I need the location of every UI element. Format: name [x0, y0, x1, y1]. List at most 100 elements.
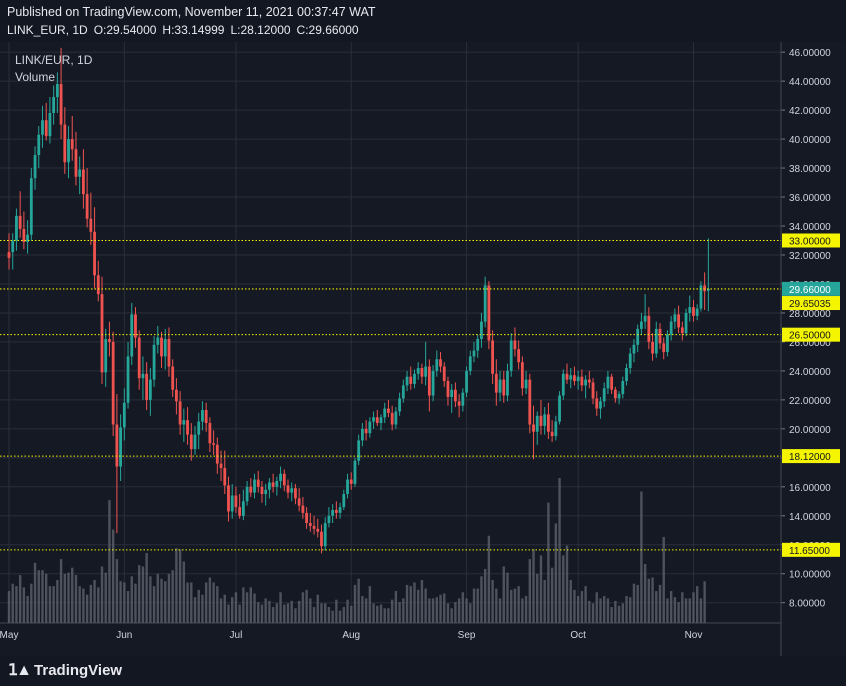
price-level-label: 18.12000	[789, 452, 831, 463]
candle-body	[528, 379, 532, 425]
volume-bar	[85, 594, 89, 623]
candle-body	[610, 376, 614, 390]
volume-bar	[647, 578, 651, 623]
candle-body	[476, 339, 480, 351]
price-level-label: 29.66000	[789, 285, 831, 296]
volume-bar	[439, 594, 442, 623]
candle-body	[346, 479, 349, 495]
candle-body	[331, 509, 335, 516]
volume-bar	[22, 587, 26, 623]
volume-bar	[491, 579, 494, 623]
y-tick-label: 42.00000	[789, 106, 831, 117]
candle-body	[44, 120, 48, 137]
candle-body	[189, 434, 193, 450]
volume-bar	[413, 582, 416, 623]
candle-body	[703, 285, 707, 292]
volume-bar	[264, 598, 267, 623]
volume-bar	[119, 581, 122, 623]
candle-body	[706, 288, 710, 291]
volume-bar	[688, 598, 691, 623]
y-tick-label: 44.00000	[789, 77, 831, 88]
volume-bar	[617, 605, 621, 623]
candle-body	[70, 139, 74, 150]
price-level-tag	[782, 281, 840, 296]
volume-bar	[190, 582, 193, 623]
candle-body	[517, 349, 521, 363]
volume-bar	[59, 559, 63, 623]
volume-bar	[234, 592, 238, 623]
volume-bar	[483, 568, 487, 623]
candle-body	[398, 398, 401, 412]
symbol-label: LINK_EUR, 1D	[7, 23, 88, 37]
candle-body	[282, 473, 286, 486]
candle-body	[338, 507, 342, 513]
candle-body	[171, 366, 175, 390]
volume-bar	[666, 598, 669, 623]
candle-body	[491, 340, 494, 374]
volume-bar	[465, 598, 468, 623]
volume-bar	[335, 599, 338, 623]
candle-body	[37, 134, 41, 156]
candle-body	[613, 389, 617, 399]
volume-bar	[338, 610, 342, 623]
volume-bar	[74, 575, 78, 623]
volume-bar	[290, 600, 293, 623]
candle-body	[271, 482, 275, 487]
volume-bar	[543, 579, 546, 623]
candle-body	[383, 408, 387, 418]
candle-body	[294, 488, 297, 499]
candle-body	[643, 315, 647, 322]
candle-body	[349, 479, 353, 484]
volume-bar	[580, 591, 584, 623]
volume-bar	[417, 589, 420, 623]
x-tick-label: Jun	[116, 630, 132, 641]
candle-body	[308, 523, 312, 526]
volume-bar	[364, 598, 368, 623]
candle-body	[506, 370, 509, 396]
volume-bar	[238, 604, 241, 623]
price-chart[interactable]: 8.0000010.0000012.0000014.0000016.000001…	[0, 42, 846, 656]
candle-body	[52, 97, 56, 113]
volume-bar	[476, 588, 479, 623]
y-tick-label: 8.00000	[789, 599, 826, 610]
chart-area[interactable]: 8.0000010.0000012.0000014.0000016.000001…	[0, 42, 846, 656]
volume-bar	[446, 603, 450, 623]
volume-bar	[353, 584, 357, 623]
candle-body	[227, 485, 230, 512]
candle-body	[85, 194, 89, 219]
volume-bar	[48, 586, 52, 623]
volume-bar	[424, 588, 427, 623]
candle-body	[647, 315, 651, 342]
volume-bar	[175, 548, 178, 623]
candle-body	[312, 525, 316, 529]
candle-body	[394, 411, 398, 425]
volume-bar	[257, 602, 260, 623]
volume-bar	[271, 607, 275, 623]
volume-bar	[361, 595, 364, 623]
candle-body	[435, 359, 439, 371]
volume-bar	[182, 561, 186, 623]
price-level-tag	[782, 542, 840, 557]
volume-bar	[506, 572, 509, 623]
candle-body	[465, 370, 468, 393]
candle-body	[442, 366, 446, 382]
x-tick-label: Nov	[685, 630, 703, 641]
volume-bar	[164, 581, 167, 623]
volume-bar	[320, 603, 323, 623]
volume-bar	[550, 567, 554, 623]
candle-body	[48, 112, 52, 137]
x-tick-label: Jul	[230, 630, 243, 641]
volume-bar	[387, 608, 390, 623]
price-level-tag	[782, 327, 840, 342]
y-tick-label: 32.00000	[789, 251, 831, 262]
volume-bar	[614, 600, 617, 623]
candle-body	[275, 481, 279, 487]
candle-body	[18, 215, 22, 229]
price-level-tag	[782, 449, 840, 464]
y-tick-label: 14.00000	[789, 512, 831, 523]
volume-bar	[294, 608, 297, 623]
tradingview-logo[interactable]: 𝟣▲ TradingView	[8, 660, 122, 680]
candle-body	[569, 375, 573, 380]
candle-body	[547, 414, 550, 432]
volume-bar	[662, 536, 665, 623]
